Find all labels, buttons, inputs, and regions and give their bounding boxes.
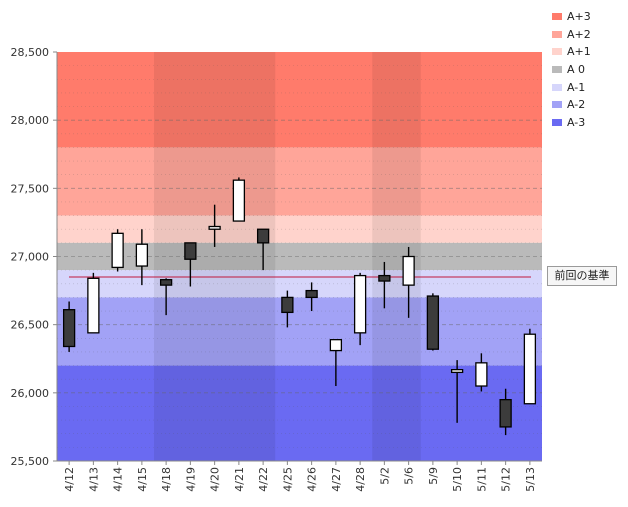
candle-body xyxy=(450,369,464,374)
legend-item: A 0 xyxy=(552,61,622,79)
candle-body xyxy=(499,398,512,428)
candle-body xyxy=(426,295,440,350)
legend-label: A-3 xyxy=(567,115,586,129)
x-tick-label: 4/21 xyxy=(233,467,246,492)
candle-body xyxy=(111,232,124,269)
candle-body xyxy=(475,362,488,387)
x-tick-label: 4/22 xyxy=(257,467,270,492)
legend: A+3 A+2 A+1 A 0 A-1 A-2 A-3 xyxy=(552,8,622,131)
legend-swatch xyxy=(552,48,562,56)
legend-swatch xyxy=(552,66,562,74)
legend-item: A+2 xyxy=(552,26,622,44)
candle-body xyxy=(184,242,197,260)
y-tick-label: 27,000 xyxy=(11,251,50,264)
legend-label: A+2 xyxy=(567,27,591,41)
x-tick-label: 5/11 xyxy=(475,467,488,492)
y-tick-label: 26,000 xyxy=(11,387,50,400)
x-tick-label: 4/19 xyxy=(184,467,197,492)
y-tick-label: 27,500 xyxy=(11,182,50,195)
candle-body xyxy=(378,274,391,282)
x-tick-label: 4/26 xyxy=(306,467,319,492)
y-tick-label: 28,000 xyxy=(11,114,50,127)
candle-body xyxy=(281,296,294,314)
legend-swatch xyxy=(552,101,562,109)
x-tick-label: 4/27 xyxy=(330,467,343,492)
x-tick-label: 4/20 xyxy=(209,467,222,492)
y-tick-label: 25,500 xyxy=(11,455,50,468)
legend-item: A-3 xyxy=(552,114,622,132)
band-a+2 xyxy=(57,147,542,216)
legend-swatch xyxy=(552,13,562,21)
x-tick-label: 4/12 xyxy=(63,467,76,492)
x-tick-label: 5/9 xyxy=(427,467,440,485)
x-tick-label: 4/28 xyxy=(354,467,367,492)
x-tick-label: 4/15 xyxy=(136,467,149,492)
y-tick-label: 26,500 xyxy=(11,319,50,332)
candle-body xyxy=(523,333,537,405)
candle-body xyxy=(353,274,367,334)
band-a+1 xyxy=(57,215,542,243)
legend-item: A+1 xyxy=(552,43,622,61)
candle-body xyxy=(208,225,221,230)
x-tick-label: 5/10 xyxy=(451,467,464,492)
x-tick-label: 5/12 xyxy=(500,467,513,492)
candle-body xyxy=(256,228,270,244)
candle-body xyxy=(62,309,76,348)
legend-swatch xyxy=(552,83,562,91)
band-a-1 xyxy=(57,270,542,298)
band-a-3 xyxy=(57,365,542,461)
candle-body xyxy=(402,255,415,286)
band-a+3 xyxy=(57,52,542,148)
candle-body xyxy=(305,289,318,299)
candle-body xyxy=(232,179,246,222)
x-tick-label: 5/13 xyxy=(524,467,537,492)
y-tick-label: 28,500 xyxy=(11,46,50,59)
legend-label: A-2 xyxy=(567,98,586,112)
legend-label: A+1 xyxy=(567,45,591,59)
reference-line-label: 前回の基準 xyxy=(547,266,617,286)
candle-body xyxy=(329,339,343,352)
legend-swatch xyxy=(552,30,562,38)
candle-body xyxy=(159,279,173,286)
legend-label: A+3 xyxy=(567,10,591,24)
x-tick-label: 5/6 xyxy=(403,467,416,485)
candle-body xyxy=(135,243,149,267)
legend-item: A-1 xyxy=(552,78,622,96)
x-tick-label: 4/13 xyxy=(87,467,100,492)
legend-item: A+3 xyxy=(552,8,622,26)
x-tick-label: 4/18 xyxy=(160,467,173,492)
legend-item: A-2 xyxy=(552,96,622,114)
legend-swatch xyxy=(552,118,562,126)
legend-label: A-1 xyxy=(567,80,586,94)
x-tick-label: 4/14 xyxy=(112,467,125,492)
candle-body xyxy=(87,277,100,334)
x-tick-label: 4/25 xyxy=(281,467,294,492)
x-tick-label: 5/2 xyxy=(378,467,391,485)
legend-label: A 0 xyxy=(567,63,586,77)
band-a-2 xyxy=(57,297,542,366)
